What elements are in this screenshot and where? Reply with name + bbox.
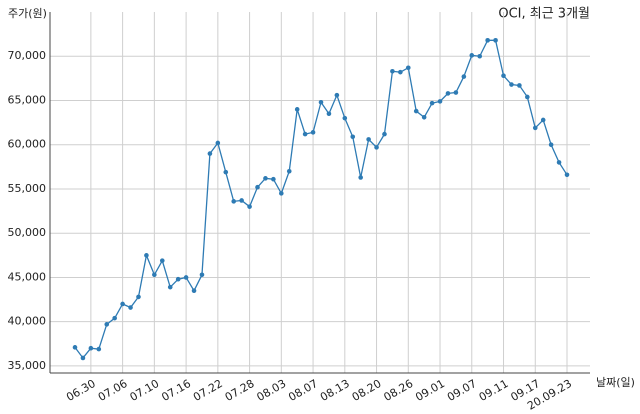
point [334, 92, 340, 98]
x-tick-label: 09.07 [445, 377, 479, 404]
point [398, 69, 403, 75]
point [485, 38, 490, 43]
point [469, 53, 475, 58]
point [159, 258, 165, 263]
point [564, 172, 570, 178]
point [310, 130, 316, 135]
y-tick-label: 45,000 [8, 270, 47, 283]
point [548, 142, 554, 148]
point [509, 82, 514, 87]
point [199, 272, 205, 278]
point [167, 284, 173, 290]
point [231, 199, 237, 204]
point [517, 83, 522, 88]
point [302, 131, 308, 137]
point [461, 74, 467, 79]
y-tick-label: 55,000 [8, 182, 47, 195]
x-tick-label: 07.16 [159, 377, 193, 404]
point [413, 108, 419, 114]
point [152, 272, 157, 278]
point [88, 345, 94, 351]
x-tick-label: 08.03 [255, 377, 289, 404]
point [215, 140, 221, 146]
point [358, 175, 363, 180]
point [80, 355, 86, 361]
point [191, 288, 197, 294]
point [286, 168, 292, 174]
x-tick-label: 08.13 [318, 377, 352, 404]
point [120, 301, 125, 307]
x-tick-label: 08.20 [350, 377, 384, 404]
point [390, 68, 395, 74]
point [453, 90, 459, 95]
point [374, 145, 379, 150]
y-tick-label: 70,000 [8, 49, 47, 62]
point [263, 176, 268, 181]
x-tick-label: 09.11 [477, 377, 511, 404]
point [366, 137, 371, 142]
point [342, 115, 348, 121]
x-tick-label: 07.22 [191, 377, 225, 404]
y-tick-label: 50,000 [8, 226, 47, 239]
x-tick-label: 08.07 [286, 377, 320, 404]
point [279, 191, 284, 196]
point [255, 184, 260, 190]
point [445, 91, 451, 96]
point [477, 53, 483, 59]
x-tick-label: 07.10 [128, 377, 162, 404]
line [74, 39, 568, 360]
point [271, 176, 276, 182]
point [437, 99, 443, 104]
point [104, 322, 110, 327]
point [493, 38, 498, 43]
y-tick-label: 35,000 [8, 359, 47, 372]
point [72, 345, 78, 350]
point [239, 198, 244, 203]
point [501, 73, 506, 79]
point [96, 346, 102, 352]
point [112, 315, 117, 321]
point [128, 305, 133, 310]
point [540, 117, 546, 123]
point [247, 204, 252, 209]
point [429, 100, 435, 106]
point [326, 111, 332, 117]
point [525, 94, 530, 100]
x-tick-label: 08.26 [382, 377, 416, 404]
point [294, 107, 300, 112]
x-tick-label: 07.28 [223, 377, 257, 404]
x-tick-label: 07.06 [96, 377, 130, 404]
y-tick-label: 40,000 [8, 315, 47, 328]
point [382, 131, 387, 137]
point [223, 169, 229, 175]
point [144, 253, 149, 258]
y-tick-label: 60,000 [8, 138, 47, 151]
x-tick-label: 06.30 [64, 377, 98, 404]
point [405, 65, 411, 71]
point [421, 114, 427, 120]
point [532, 125, 538, 131]
x-axis-label: 날짜(일) [596, 375, 635, 389]
x-tick-label: 09.01 [413, 377, 447, 404]
y-tick-label: 65,000 [8, 93, 47, 106]
point [318, 99, 324, 105]
point [556, 160, 562, 165]
point [183, 275, 189, 280]
chart-title: OCI, 최근 3개월 [498, 7, 590, 22]
point [207, 151, 213, 156]
point [136, 294, 141, 300]
point [175, 276, 181, 282]
point [350, 134, 356, 140]
y-axis-label: 주가(원) [8, 7, 47, 20]
